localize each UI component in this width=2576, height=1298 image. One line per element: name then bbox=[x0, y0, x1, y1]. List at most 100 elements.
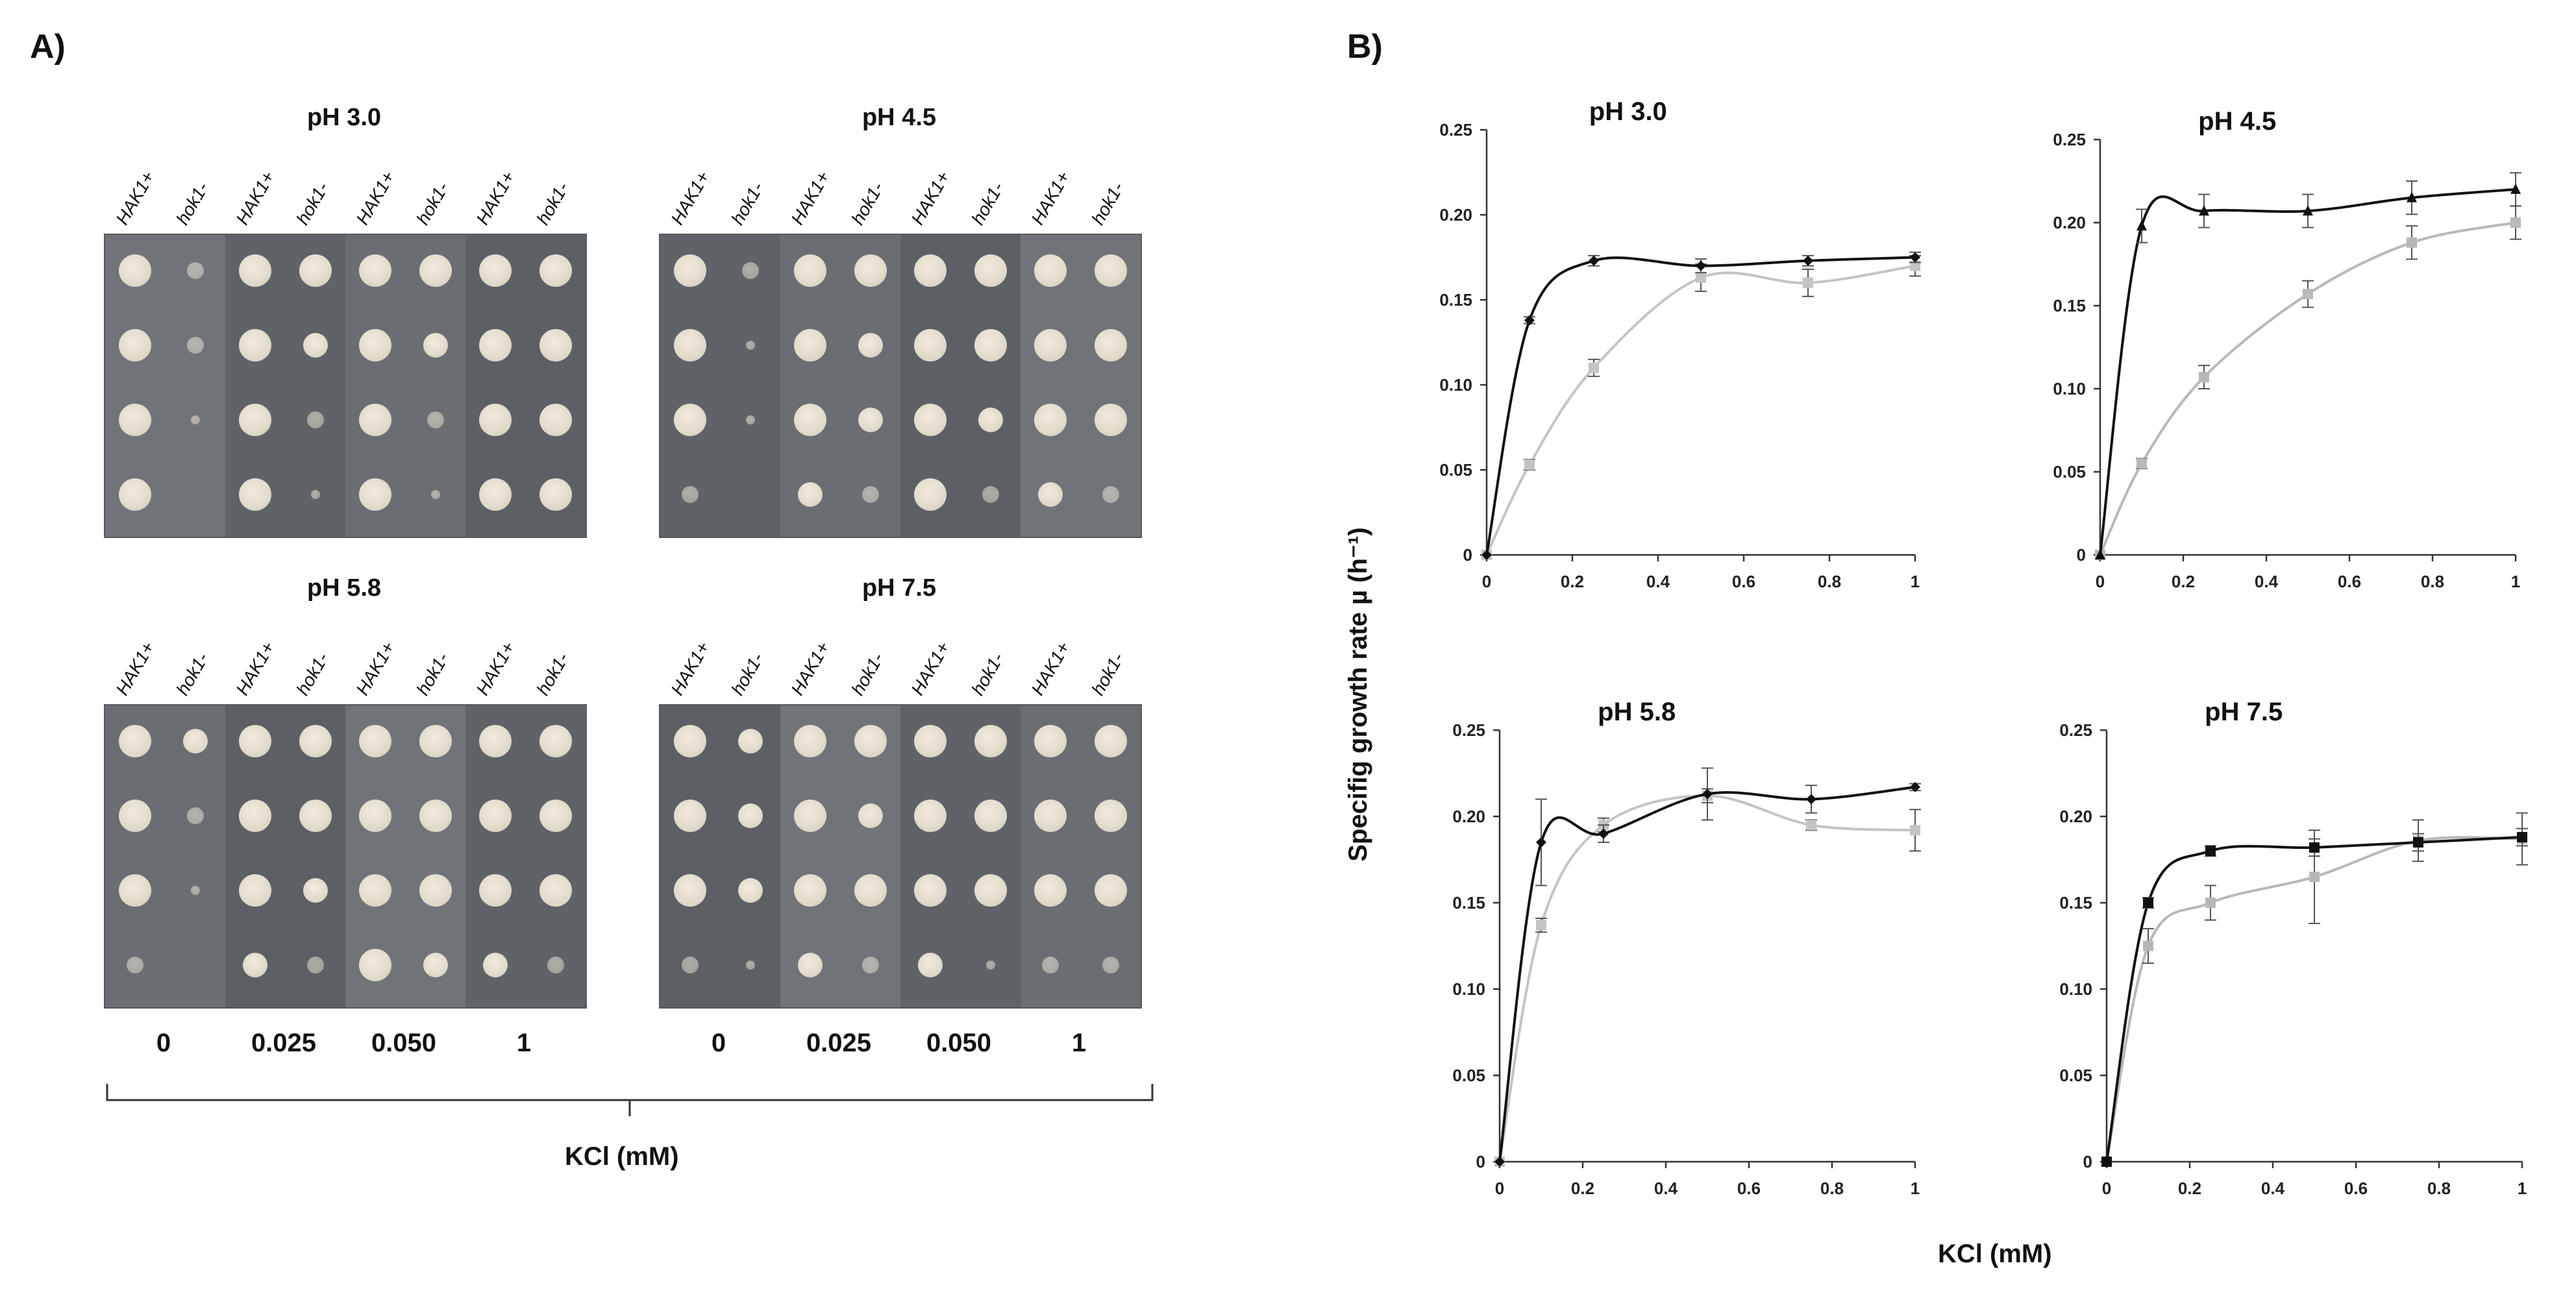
data-point bbox=[1589, 255, 1599, 266]
colony-spot bbox=[974, 800, 1007, 832]
x-tick-label: 0.2 bbox=[2178, 1179, 2201, 1198]
colony-spot bbox=[423, 333, 448, 358]
data-point bbox=[1702, 789, 1713, 800]
agar-plate bbox=[659, 704, 1142, 1009]
colony-spot bbox=[974, 874, 1007, 907]
y-axis-title-wrap: Specifig growth rate µ (h⁻¹) bbox=[1339, 527, 1378, 861]
x-tick-label: 0.4 bbox=[1654, 1179, 1678, 1198]
growth-chart: pH 5.8 0 0.05 0.10 0.15 0.20 0.25 0 0.2 0.4 0.6 0.8… bbox=[1452, 698, 1921, 1198]
x-tick-label: 0 bbox=[1482, 572, 1491, 591]
colony-spot bbox=[479, 874, 512, 907]
colony-spot bbox=[299, 725, 332, 757]
colony-spot bbox=[303, 878, 328, 903]
colony-spot bbox=[914, 874, 947, 907]
data-point bbox=[2095, 549, 2105, 559]
chart-title: pH 5.8 bbox=[1598, 698, 1676, 726]
colony-spot bbox=[861, 957, 879, 974]
strain-label: HAK1+ bbox=[352, 638, 399, 699]
colony-spot bbox=[186, 807, 204, 824]
colony-spot bbox=[794, 254, 827, 287]
data-point bbox=[2407, 191, 2417, 202]
concentration-label: 0.025 bbox=[251, 1029, 317, 1057]
data-point bbox=[1481, 550, 1492, 560]
plate-title: pH 3.0 bbox=[306, 104, 382, 131]
colony-spot bbox=[1042, 957, 1059, 974]
colony-spot bbox=[682, 486, 699, 503]
colony-spot bbox=[974, 725, 1007, 757]
colony-spot bbox=[239, 725, 272, 757]
colony-spot bbox=[419, 800, 452, 832]
colony-spot bbox=[539, 725, 572, 757]
colony-spot bbox=[306, 957, 324, 974]
colony-spot bbox=[303, 333, 328, 358]
growth-chart: pH 3.0 0 0.05 0.10 0.15 0.20 0.25 0 0.2 0.4 0.6 0.8… bbox=[1439, 97, 1921, 591]
chart-title: pH 7.5 bbox=[2205, 698, 2283, 726]
strain-label: hok1- bbox=[532, 178, 573, 228]
data-point bbox=[1589, 362, 1599, 373]
x-tick-label: 0.8 bbox=[1820, 1179, 1844, 1198]
colony-spot bbox=[982, 486, 999, 503]
colony-spot bbox=[539, 404, 572, 436]
y-tick-label: 0.25 bbox=[1439, 120, 1472, 140]
data-point bbox=[2517, 831, 2527, 842]
colony-spot bbox=[798, 482, 823, 507]
colony-spot bbox=[239, 254, 272, 287]
colony-spot bbox=[299, 254, 332, 287]
colony-spot bbox=[674, 800, 707, 832]
data-point bbox=[1524, 459, 1535, 471]
colony-spot bbox=[914, 800, 947, 832]
concentration-label: 0 bbox=[156, 1029, 171, 1057]
concentration-label: 0.050 bbox=[371, 1029, 437, 1057]
strain-label: hok1- bbox=[292, 178, 332, 228]
plate-section bbox=[1021, 705, 1141, 1007]
colony-spot bbox=[914, 254, 947, 287]
colony-spot bbox=[119, 329, 152, 361]
colony-spot bbox=[914, 725, 947, 757]
strain-label: HAK1+ bbox=[232, 638, 279, 699]
y-tick-label: 0.10 bbox=[1439, 375, 1472, 395]
colony-spot bbox=[190, 886, 200, 895]
colony-spot bbox=[1094, 874, 1127, 907]
y-tick-label: 0 bbox=[2077, 545, 2086, 565]
colony-spot bbox=[479, 725, 512, 757]
colony-spot bbox=[1094, 329, 1127, 361]
y-tick-label: 0.05 bbox=[2059, 1066, 2092, 1085]
colony-spot bbox=[674, 404, 707, 436]
data-point bbox=[2309, 842, 2320, 853]
colony-spot bbox=[479, 329, 512, 361]
strain-label: HAK1+ bbox=[787, 167, 834, 228]
data-point bbox=[2143, 940, 2153, 951]
colony-spot bbox=[1102, 486, 1119, 503]
series-line bbox=[1498, 785, 1916, 1162]
y-tick-label: 0.20 bbox=[2053, 213, 2086, 232]
series-line bbox=[2099, 221, 2516, 556]
data-point bbox=[2407, 237, 2417, 248]
colony-spot bbox=[119, 404, 152, 436]
colony-spot bbox=[427, 411, 444, 428]
colony-spot bbox=[119, 725, 152, 757]
colony-spot bbox=[794, 874, 827, 907]
data-point bbox=[1696, 260, 1706, 271]
data-point bbox=[1598, 828, 1609, 839]
colony-spot bbox=[674, 874, 707, 907]
series-line bbox=[2099, 188, 2516, 556]
colony-spot bbox=[483, 953, 508, 977]
colony-spot bbox=[359, 329, 392, 361]
data-point bbox=[1910, 825, 1920, 836]
colony-spot bbox=[1094, 800, 1127, 832]
colony-spot bbox=[1094, 404, 1127, 436]
colony-spot bbox=[737, 729, 763, 753]
strain-label: HAK1+ bbox=[667, 167, 714, 228]
data-point bbox=[1806, 794, 1816, 805]
data-point bbox=[2199, 205, 2209, 216]
colony-spot bbox=[745, 961, 755, 970]
colony-spot bbox=[479, 404, 512, 436]
colony-spot bbox=[186, 337, 204, 354]
y-tick-label: 0.15 bbox=[1439, 290, 1472, 310]
data-point bbox=[2205, 846, 2216, 857]
colony-spot bbox=[239, 329, 272, 361]
colony-spot bbox=[190, 415, 200, 424]
colony-spot bbox=[423, 953, 448, 977]
strain-label: hok1- bbox=[727, 649, 767, 699]
colony-spot bbox=[547, 957, 564, 974]
